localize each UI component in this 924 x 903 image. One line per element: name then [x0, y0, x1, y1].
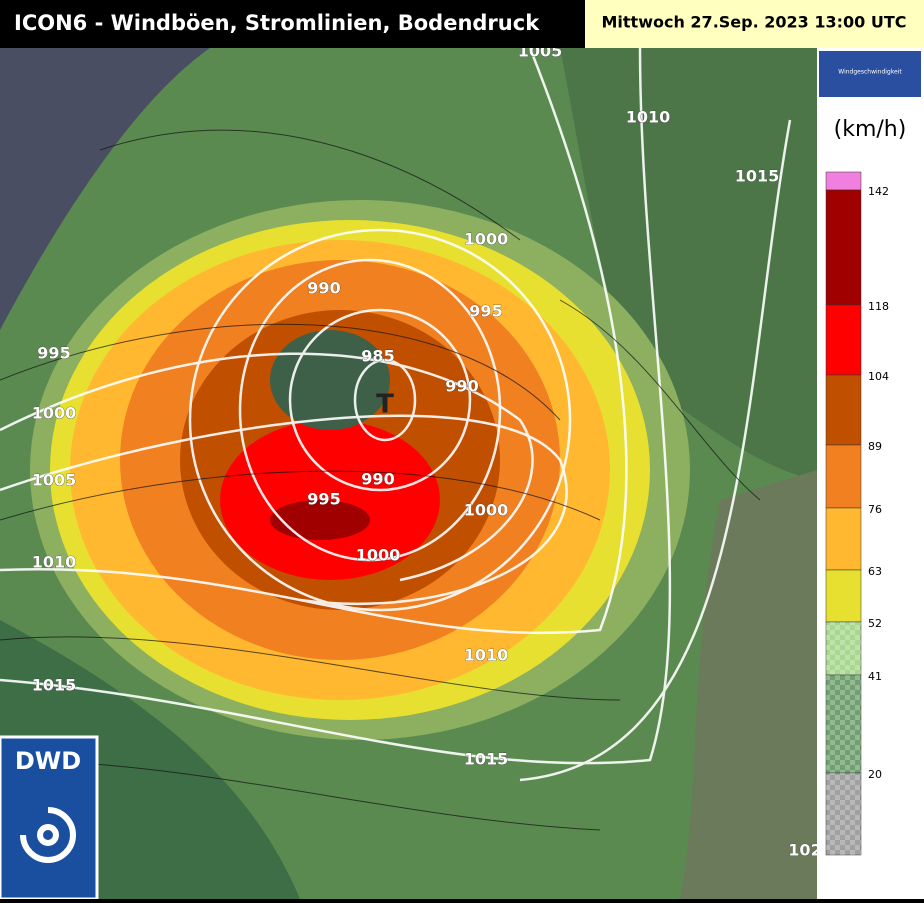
logo-swirl — [20, 807, 76, 863]
isobar-label: 1000 — [32, 404, 77, 423]
legend-unit: (km/h) — [834, 117, 907, 142]
isobar-label: 1000 — [356, 546, 401, 565]
logo-text: DWD — [15, 747, 81, 775]
map-area — [0, 48, 817, 899]
isobar-label: 995 — [37, 344, 70, 363]
legend-header — [819, 51, 921, 97]
time-box — [585, 0, 924, 48]
legend-label: 76 — [868, 503, 882, 516]
valid-time: Mittwoch 27.Sep. 2023 13:00 UTC — [602, 13, 907, 32]
legend-label: 41 — [868, 670, 882, 683]
legend-pattern — [826, 675, 861, 773]
legend-label: 63 — [868, 565, 882, 578]
title: ICON6 - Windböen, Stromlinien, Bodendruc… — [14, 11, 540, 35]
legend-label: 118 — [868, 300, 889, 313]
legend-swatch — [825, 569, 862, 623]
legend-label: 89 — [868, 440, 882, 453]
legend-label: 20 — [868, 768, 882, 781]
legend-swatch — [825, 171, 862, 191]
isobar-label: 1015 — [464, 750, 509, 769]
isobar-label: 1015 — [735, 167, 780, 186]
isobar-label: T — [376, 390, 394, 420]
isobar-label: 1015 — [32, 676, 77, 695]
isobar-label: 1000 — [464, 501, 509, 520]
isobar-label: 102 — [788, 841, 821, 860]
isobar-label: 1010 — [32, 553, 77, 572]
legend-title: Windgeschwindigkeit — [838, 69, 902, 76]
isobar-label: 995 — [307, 490, 340, 509]
isobar-label: 1005 — [32, 471, 77, 490]
legend-swatch — [825, 189, 862, 306]
isobar-label: 990 — [307, 279, 340, 298]
isobar-label: 1000 — [464, 230, 509, 249]
isobar-label: 990 — [361, 470, 394, 489]
legend-swatch — [825, 304, 862, 376]
legend-pattern — [826, 773, 861, 855]
legend-swatch — [825, 444, 862, 509]
isobar-label: 985 — [361, 347, 394, 366]
title-bar — [0, 0, 585, 48]
legend-pattern — [826, 622, 861, 675]
legend-label: 142 — [868, 185, 889, 198]
legend-label: 52 — [868, 617, 882, 630]
isobar-label: 995 — [469, 302, 502, 321]
legend-swatch — [825, 507, 862, 571]
isobar-label: 990 — [445, 377, 478, 396]
isobar-label: 1010 — [626, 108, 671, 127]
legend-label: 104 — [868, 370, 889, 383]
isobar-label: 1010 — [464, 646, 509, 665]
legend-swatch — [825, 374, 862, 446]
